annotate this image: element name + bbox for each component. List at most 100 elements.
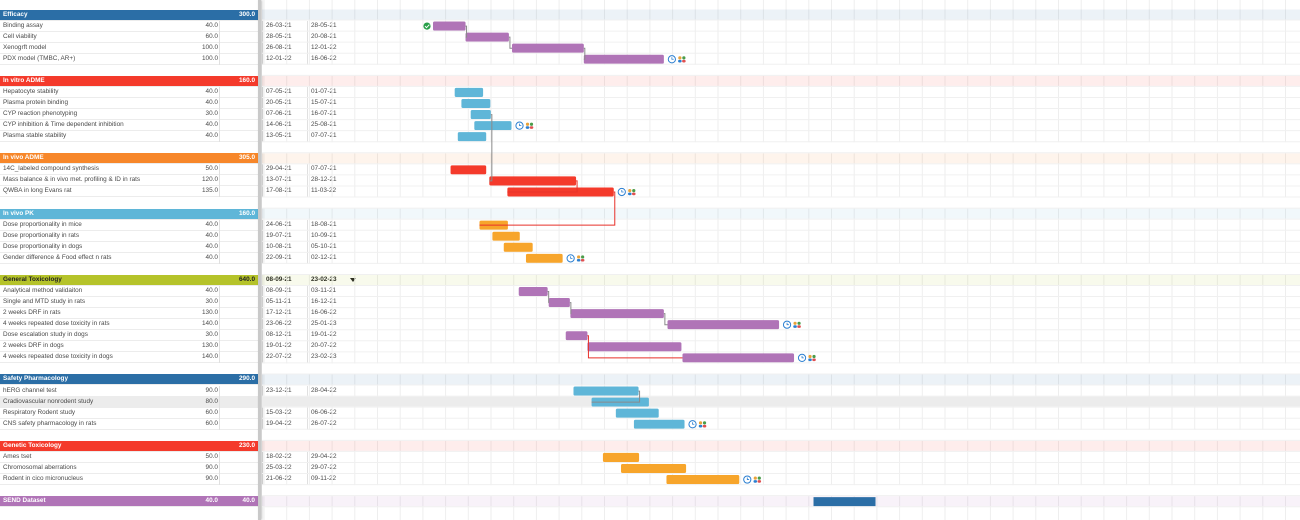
task-bar[interactable] <box>465 32 509 42</box>
task-row[interactable]: Cradiovascular nonrodent study80.027-01-… <box>0 396 354 408</box>
task-duration: 50.0 <box>205 165 218 173</box>
column-separator <box>307 53 308 65</box>
task-bar[interactable] <box>525 253 563 263</box>
group-row[interactable]: In vivo ADME 305.0 29-04-21 11-03-22 <box>0 153 356 165</box>
dependency-line <box>587 335 683 359</box>
task-row[interactable]: Plasma stable stability 40.0 13-05-21 07-07… <box>0 131 337 143</box>
collapse-arrow-icon[interactable] <box>350 156 356 161</box>
task-name: CNS safety pharmacology in rats <box>3 419 97 427</box>
task-bar[interactable] <box>492 231 520 241</box>
task-bar[interactable] <box>433 21 466 31</box>
task-row[interactable]: Plasma protein binding 40.0 20-05-21 15-07-… <box>0 97 337 109</box>
collapse-arrow-icon[interactable] <box>350 78 356 83</box>
group-row[interactable]: Safety Pharmacology 290.0 23-12-21 26-07-22 <box>0 374 356 386</box>
group-band <box>262 274 1300 285</box>
task-bar[interactable] <box>583 54 664 64</box>
task-row[interactable]: Ames tset 50.0 18-02-22 29-04-22 <box>0 451 337 463</box>
group-row[interactable]: In vivo PK 160.0 24-06-21 02-12-21 <box>0 208 356 220</box>
clock-hands <box>746 477 750 480</box>
column-separator <box>219 97 220 109</box>
group-row[interactable]: Genetic Toxicology 230.0 18-02-22 09-11-22 <box>0 440 356 452</box>
task-bar[interactable] <box>450 165 487 175</box>
task-bar[interactable] <box>489 176 577 186</box>
people-icon[interactable] <box>525 122 530 126</box>
task-bar[interactable] <box>512 43 584 53</box>
task-row[interactable]: 2 weeks DRF in dogs 130.0 19-01-22 20-07-22 <box>0 341 337 353</box>
task-row[interactable]: Rodent in cico micronucleus 90.0 21-06-22 0… <box>0 474 336 486</box>
task-row[interactable]: Analytical method validaiton 40.0 08-09-21… <box>0 286 336 297</box>
task-bar[interactable] <box>570 309 664 319</box>
task-bar[interactable] <box>457 132 487 142</box>
collapse-arrow-icon[interactable] <box>350 211 356 216</box>
task-bar[interactable] <box>474 121 512 131</box>
task-row[interactable]: QWBA in long Evans rat 135.0 17-08-21 11-03… <box>0 186 336 198</box>
grid-splitter[interactable] <box>258 0 261 520</box>
task-row[interactable]: Dose escalation study in dogs 30.0 08-12-2… <box>0 330 337 342</box>
task-name: Plasma stable stability <box>3 132 67 140</box>
task-row[interactable]: PDX model (TMBC, AR+) 100.0 12-01-22 16-06-… <box>0 53 337 65</box>
column-separator <box>307 31 308 43</box>
task-start: 18-02-22 <box>266 452 292 460</box>
task-bar[interactable] <box>682 353 795 363</box>
people-icon[interactable] <box>577 255 581 259</box>
task-bar[interactable] <box>565 331 588 341</box>
task-bar[interactable] <box>548 298 570 308</box>
collapse-arrow-icon[interactable] <box>350 499 356 504</box>
task-row[interactable]: 4 weeks repeated dose toxicity in dogs 14… <box>0 352 337 364</box>
group-row[interactable]: General Toxicology 640.0 08-09-21 23-02-23 <box>0 274 356 286</box>
people-icon[interactable] <box>628 188 632 193</box>
task-bar[interactable] <box>573 386 639 396</box>
send-dataset-bar[interactable] <box>813 497 876 507</box>
people-icon[interactable] <box>698 421 703 425</box>
task-row[interactable]: Cell viability 60.0 28-05-21 20-08-21 <box>0 31 337 43</box>
collapse-arrow-icon[interactable] <box>350 12 356 17</box>
task-bar[interactable] <box>621 463 687 474</box>
task-row[interactable]: 14C_labeled compound synthesis 50.0 29-04-… <box>0 164 337 176</box>
task-row[interactable]: Dose proportionality in rats 40.0 19-07-21… <box>0 230 337 242</box>
task-bar[interactable] <box>503 242 533 252</box>
check-mark <box>424 24 430 29</box>
task-end: 05-10-21 <box>311 242 337 250</box>
task-row[interactable]: CYP inhibition & Time dependent inhibiti… <box>0 120 337 132</box>
task-row[interactable]: CYP reaction phenotyping 30.0 07-06-21 16-0… <box>0 109 337 121</box>
task-row[interactable]: Binding assay 40.0 26-03-21 28-05-21 <box>0 20 337 32</box>
task-name: Dose escalation study in dogs <box>3 331 88 339</box>
task-row[interactable]: Single and MTD study in rats 30.0 05-11-21… <box>0 297 337 309</box>
task-row[interactable]: Mass balance & in vivo met. profiling & … <box>0 175 337 187</box>
task-row[interactable]: Xenogrft model 100.0 26-08-21 12-01-22 <box>0 42 337 54</box>
task-row[interactable]: Chromosomal aberrations 90.0 25-03-22 29-07… <box>0 462 337 474</box>
task-row[interactable]: CNS safety pharmacology in rats 60.0 19-04… <box>0 418 337 430</box>
group-row[interactable]: SEND Dataset 40.0 40.0 22-02-23 01-05-23 <box>0 496 356 508</box>
task-duration: 40.0 <box>205 121 218 129</box>
task-bar[interactable] <box>615 408 659 418</box>
task-bar[interactable] <box>602 452 640 462</box>
people-icon[interactable] <box>793 321 797 325</box>
column-separator <box>262 31 263 43</box>
task-row[interactable]: hERG channel test 90.0 23-12-21 28-04-22 <box>0 385 337 397</box>
task-bar[interactable] <box>461 98 491 109</box>
collapse-arrow-icon[interactable] <box>350 377 356 382</box>
task-name: CYP inhibition & Time dependent inhibiti… <box>3 121 124 129</box>
task-bar[interactable] <box>518 287 548 297</box>
task-row[interactable]: Dose proportionality in mice 40.0 24-06-21… <box>0 219 337 231</box>
people-icon[interactable] <box>678 56 682 60</box>
task-row[interactable]: 2 weeks DRF in rats 130.0 17-12-21 16-06-22 <box>0 308 337 320</box>
people-icon-body <box>698 424 703 428</box>
collapse-arrow-icon[interactable] <box>350 443 356 448</box>
task-bar[interactable] <box>454 87 484 97</box>
task-row[interactable]: Hepatocyte stability 40.0 07-05-21 01-07-21 <box>0 86 337 98</box>
task-bar[interactable] <box>470 110 491 120</box>
task-row[interactable]: 4 weeks repeated dose toxicity in rats 14… <box>0 319 337 331</box>
group-row[interactable]: Efficacy 300.0 26-03-21 16-06-22 <box>0 9 356 21</box>
task-bar[interactable] <box>633 419 685 429</box>
group-row[interactable]: In vitro ADME 160.0 07-05-21 25-08-21 <box>0 75 356 87</box>
collapse-arrow-icon[interactable] <box>350 277 356 282</box>
task-bar[interactable] <box>666 475 740 485</box>
people-icon[interactable] <box>753 476 757 480</box>
task-bar[interactable] <box>587 342 682 352</box>
task-bar[interactable] <box>667 320 780 330</box>
people-icon[interactable] <box>808 354 812 359</box>
task-row[interactable]: Gender difference & Food effect n rats 40… <box>0 252 337 264</box>
task-row[interactable]: Dose proportionality in dogs 40.0 10-08-21… <box>0 241 337 253</box>
task-row[interactable]: Respiratory Rodent study 60.0 15-03-22 06-0… <box>0 407 337 419</box>
